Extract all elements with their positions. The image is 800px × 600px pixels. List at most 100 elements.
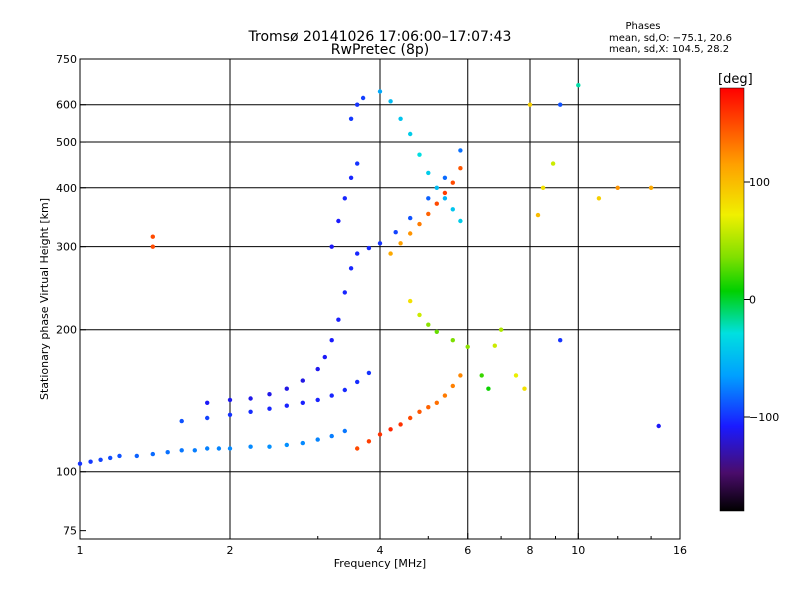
data-point — [434, 201, 439, 206]
data-point — [426, 211, 431, 217]
data-point — [315, 366, 320, 372]
data-point — [348, 175, 354, 180]
data-point — [205, 446, 210, 451]
data-point — [284, 386, 289, 391]
y-axis-label: Stationary phase Virtual Height [km] — [38, 198, 51, 400]
data-point — [417, 152, 422, 157]
data-point — [486, 386, 491, 391]
data-point — [205, 415, 210, 421]
x-axis-label: Frequency [MHz] — [334, 557, 426, 570]
data-point — [355, 251, 360, 256]
data-point — [615, 185, 620, 190]
data-point — [108, 455, 113, 461]
data-point — [227, 397, 233, 403]
data-point — [417, 409, 422, 414]
data-point — [527, 102, 533, 107]
data-point — [355, 446, 360, 451]
chart-title: Tromsø 20141026 17:06:00–17:07:43 — [248, 29, 512, 45]
data-point — [117, 453, 122, 459]
data-point — [342, 290, 347, 295]
data-point — [434, 185, 439, 190]
data-point — [458, 166, 463, 171]
colorbar-ticks: 100 0 −100 — [744, 176, 779, 424]
data-point — [648, 185, 654, 190]
x-axis: 1 2 4 6 8 10 16 — [77, 533, 687, 557]
chart-subtitle: RwPretec (8p) — [331, 42, 429, 58]
data-point — [267, 406, 272, 411]
gridlines — [80, 59, 680, 539]
data-point — [322, 354, 327, 360]
data-point — [329, 244, 334, 249]
data-point — [450, 383, 455, 389]
data-point — [535, 212, 541, 218]
data-point — [398, 422, 403, 427]
data-point — [329, 393, 334, 398]
data-point — [377, 89, 383, 94]
data-point — [442, 196, 448, 201]
data-point — [417, 221, 422, 227]
stats-o-line: mean, sd,O: −75.1, 20.6 — [609, 33, 732, 44]
data-point — [450, 338, 455, 343]
data-point — [426, 405, 431, 410]
x-tick-label: 16 — [673, 544, 687, 557]
data-point — [596, 196, 602, 201]
data-point — [355, 379, 360, 385]
data-point — [408, 131, 413, 137]
data-point — [458, 218, 463, 224]
data-point — [442, 393, 448, 398]
data-point — [150, 451, 155, 457]
data-point — [342, 387, 347, 393]
data-point — [450, 180, 455, 185]
data-point — [458, 373, 463, 378]
data-point — [465, 344, 470, 349]
data-point — [355, 102, 360, 107]
data-point — [329, 433, 334, 439]
data-point — [434, 329, 439, 334]
data-point — [98, 457, 103, 462]
data-point — [408, 415, 413, 421]
data-point — [426, 170, 431, 176]
y-tick-label: 100 — [56, 466, 77, 479]
data-point — [192, 448, 197, 453]
data-point — [248, 444, 253, 449]
y-tick-label: 600 — [56, 99, 77, 112]
data-point — [408, 231, 413, 236]
x-tick-label: 1 — [77, 544, 84, 557]
data-point — [479, 373, 484, 378]
data-point — [267, 392, 272, 397]
data-point — [408, 215, 413, 221]
data-point — [522, 386, 527, 391]
data-point — [284, 442, 289, 448]
data-point — [513, 373, 519, 378]
colorbar-tick-label: 0 — [749, 294, 756, 307]
data-point — [366, 439, 372, 444]
data-point — [426, 322, 431, 327]
data-point — [179, 418, 184, 424]
data-point — [576, 83, 581, 88]
data-point — [227, 412, 233, 417]
data-point — [408, 298, 413, 304]
data-point — [442, 190, 448, 196]
y-tick-label: 400 — [56, 182, 77, 195]
data-point — [388, 99, 393, 104]
data-point — [88, 459, 93, 464]
data-point — [355, 161, 360, 166]
data-point — [366, 370, 372, 376]
data-point — [450, 207, 455, 212]
y-tick-label: 75 — [63, 525, 77, 538]
data-point — [216, 446, 222, 451]
data-point — [336, 218, 341, 224]
data-point — [377, 241, 383, 246]
data-point — [388, 251, 393, 256]
data-point — [393, 230, 398, 235]
data-point — [417, 312, 422, 318]
data-point — [366, 245, 372, 251]
data-point — [540, 185, 546, 190]
data-point — [205, 400, 210, 405]
data-point — [348, 116, 354, 122]
data-point — [329, 338, 334, 343]
data-point — [348, 266, 354, 271]
x-tick-label: 6 — [464, 544, 471, 557]
data-points — [77, 83, 661, 466]
